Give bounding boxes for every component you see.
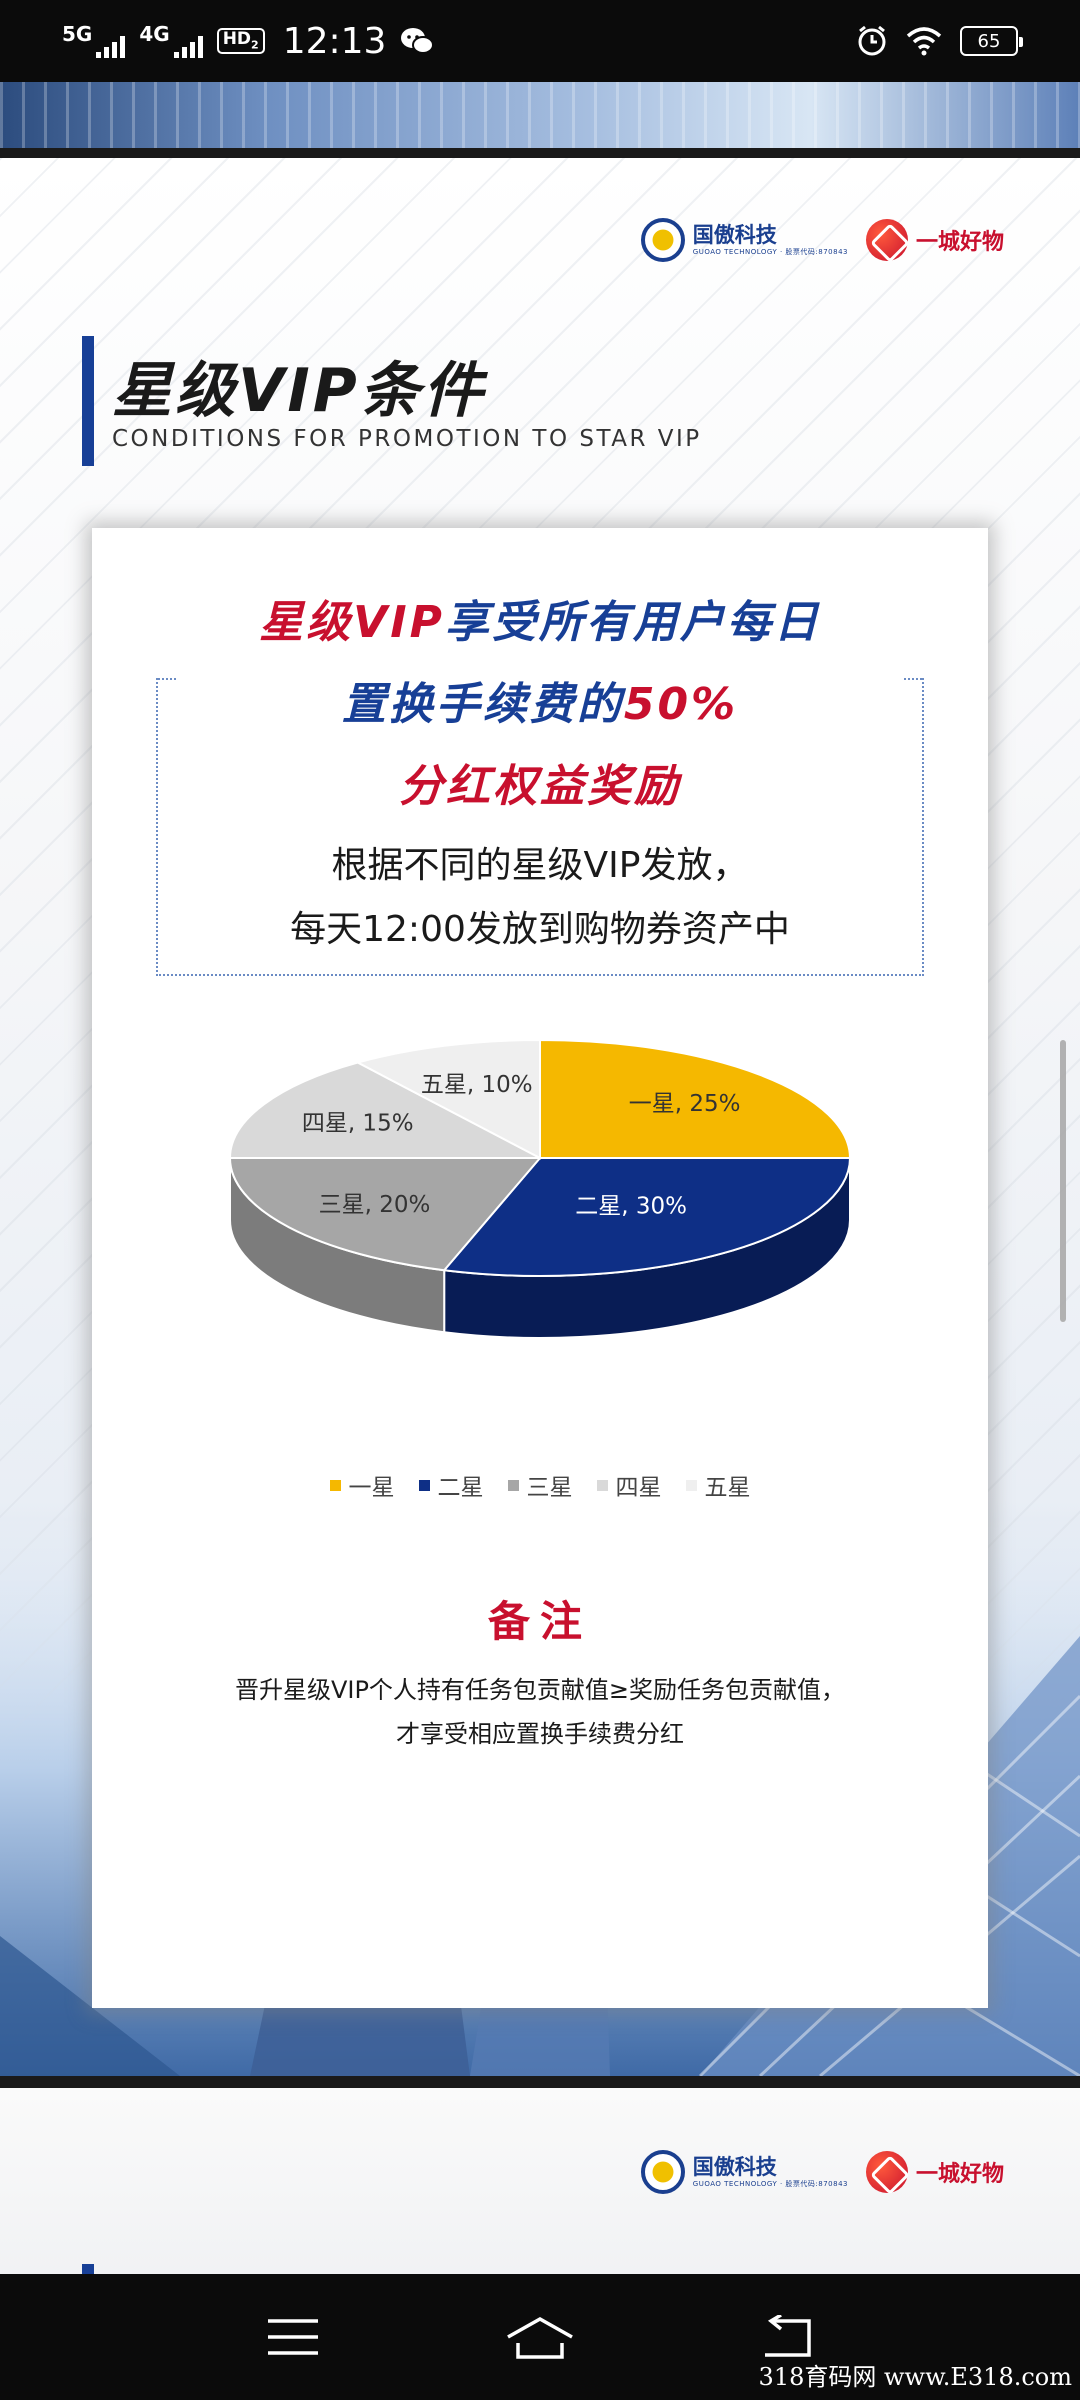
legend-label-3: 三星 [526,1475,573,1501]
pie-label-4: 四星, 15% [302,1111,414,1137]
next-yicheng-logo-name: 一城好物 [915,2162,1004,2187]
scrollbar-thumb[interactable] [1060,1040,1066,1322]
next-slide-preview: 国傲科技 GUOAO TECHNOLOGY · 股票代码:870843 一城好物 [0,2088,1080,2274]
headline-star-vip: 星级VIP [259,597,445,648]
note-line-2: 才享受相应置换手续费分红 [396,1720,684,1748]
yicheng-logo: 一城好物 [865,219,1004,261]
pie-chart: 一星, 25% 二星, 30% 三星, 20% 四星, 15% 五星, 10% [228,1038,852,1339]
pie-slice-1 [539,1038,852,1159]
legend-label-2: 二星 [437,1475,484,1501]
battery-icon: 65 [960,26,1023,56]
legend-swatch-1 [329,1479,341,1491]
slide-7: 国傲科技 GUOAO TECHNOLOGY · 股票代码:870843 一城好物… [0,158,1080,2076]
headline-text-3: 分红权益奖励 [399,761,681,812]
headline-text-2: 置换手续费的 [341,679,624,730]
previous-slide-preview [0,82,1080,148]
battery-level: 65 [977,30,1001,52]
signal-5g-icon: 5G [62,22,126,58]
pie-label-3: 三星, 20% [319,1192,431,1218]
legend-item-1: 一星 [329,1468,395,1502]
slide-separator-2 [0,2076,1080,2088]
signal-4g-icon: 4G [139,22,203,58]
status-bar: 5G 4G HD2 12:13 65 [0,0,1080,82]
legend-label-1: 一星 [348,1475,395,1501]
pie-slice-3 [228,1157,543,1272]
legend-item-5: 五星 [685,1468,751,1502]
note-line-1: 晋升星级VIP个人持有任务包贡献值≥奖励任务包贡献值， [234,1676,846,1704]
next-guoao-logo-name: 国傲科技 [692,2154,777,2179]
headline-line-3: 分红权益奖励 [92,750,988,814]
pie-label-5: 五星, 10% [421,1072,533,1098]
headline-text-1: 享受所有用户每日 [444,597,821,648]
home-button[interactable] [500,2302,580,2372]
next-guoao-logo: 国傲科技 GUOAO TECHNOLOGY · 股票代码:870843 [640,2150,848,2194]
headline-line-1: 星级VIP享受所有用户每日 [92,586,988,650]
pie-label-2: 二星, 30% [575,1194,687,1220]
headline-line-2: 置换手续费的50% [92,668,988,732]
next-yicheng-logo-icon [865,2151,908,2193]
dotted-frame [156,678,924,976]
next-guoao-logo-icon [640,2150,685,2194]
legend-swatch-4 [596,1479,608,1491]
description-line-2: 每天12:00发放到购物券资产中 [290,909,790,950]
network-type-label: 5G [62,22,93,46]
header-logos: 国傲科技 GUOAO TECHNOLOGY · 股票代码:870843 一城好物 [640,218,1004,262]
pie-slice-2 [442,1157,852,1277]
back-icon [764,2315,811,2357]
slide-title: 星级VIP条件 [112,356,486,426]
legend-swatch-3 [507,1479,519,1491]
slide-subtitle: CONDITIONS FOR PROMOTION TO STAR VIP [112,426,702,452]
menu-icon [268,2319,319,2355]
guoao-logo-name: 国傲科技 [692,222,777,247]
legend-label-5: 五星 [704,1475,751,1501]
description-line-1: 根据不同的星级VIP发放， [331,845,749,886]
menu-button[interactable] [253,2302,333,2372]
next-yicheng-logo: 一城好物 [865,2151,1004,2193]
legend-swatch-5 [685,1479,697,1491]
legend-swatch-2 [418,1479,430,1491]
guoao-logo-icon [640,218,685,262]
next-guoao-logo-subtext: GUOAO TECHNOLOGY · 股票代码:870843 [692,2179,848,2188]
pie-slice-5 [355,1038,541,1160]
pie-label-1: 一星, 25% [629,1091,741,1117]
network-type-label-2: 4G [139,22,170,46]
hd-voice-icon: HD2 [216,28,265,54]
alarm-icon [858,25,886,56]
navigation-bar [0,2274,1080,2400]
hd-sub-label: 2 [251,38,259,52]
wechat-icon [401,28,435,54]
back-button[interactable] [747,2302,827,2372]
clock: 12:13 [282,20,387,62]
headline-percent: 50% [623,679,739,730]
title-accent-bar [82,336,94,466]
home-icon [507,2316,573,2359]
legend-item-2: 二星 [418,1468,484,1502]
chart-legend: 一星 二星 三星 四星 五星 [92,1468,988,1502]
legend-label-4: 四星 [615,1475,662,1501]
yicheng-logo-icon [865,219,908,261]
wifi-icon [906,27,942,56]
next-title-accent-bar [82,2264,94,2274]
note-title: 备注 [487,1597,592,1646]
next-header-logos: 国傲科技 GUOAO TECHNOLOGY · 股票代码:870843 一城好物 [640,2150,1004,2194]
guoao-logo-subtext: GUOAO TECHNOLOGY · 股票代码:870843 [692,247,848,256]
watermark: 318育码网 www.E318.com [758,2363,1072,2391]
hd-label: HD [222,29,252,50]
legend-item-4: 四星 [596,1468,662,1502]
legend-item-3: 三星 [507,1468,573,1502]
content-card: 星级VIP享受所有用户每日 置换手续费的50% 分红权益奖励 根据不同的星级VI… [92,528,988,2008]
yicheng-logo-name: 一城好物 [915,230,1004,255]
guoao-logo: 国傲科技 GUOAO TECHNOLOGY · 股票代码:870843 [640,218,848,262]
slide-separator [0,148,1080,158]
pie-slice-4 [228,1061,541,1159]
